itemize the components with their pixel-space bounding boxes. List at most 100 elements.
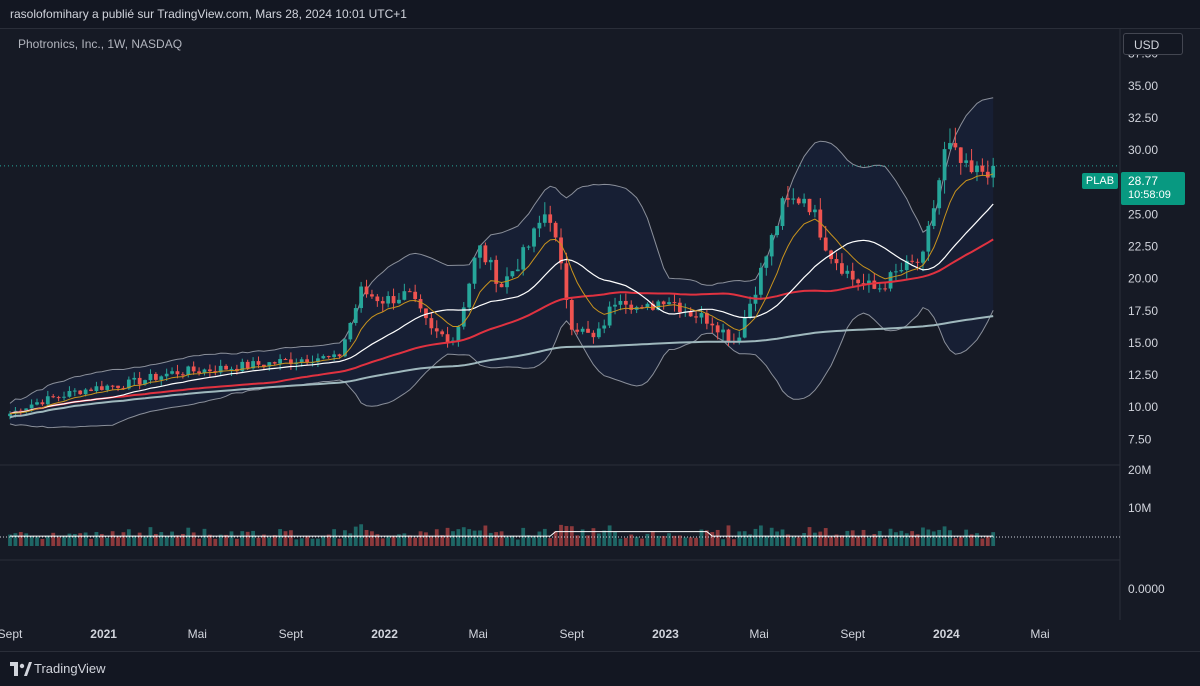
volume-bar bbox=[305, 535, 310, 546]
volume-bar bbox=[132, 535, 137, 546]
volume-bar bbox=[207, 534, 212, 546]
brand-name: TradingView bbox=[34, 661, 106, 676]
volume-bar bbox=[456, 529, 461, 546]
volume-bar bbox=[915, 534, 920, 546]
candle-body bbox=[942, 149, 947, 181]
volume-bar bbox=[677, 535, 682, 546]
sma50-line bbox=[9, 238, 994, 415]
candle-body bbox=[143, 380, 147, 385]
price-tick-label: 17.50 bbox=[1128, 304, 1158, 318]
volume-bar bbox=[418, 531, 423, 546]
candle-body bbox=[472, 257, 477, 284]
candle-body bbox=[283, 359, 288, 361]
chart-header: rasolofomihary a publié sur TradingView.… bbox=[0, 0, 1200, 29]
volume-bar bbox=[213, 538, 218, 546]
candle-body bbox=[418, 299, 423, 309]
candle-body bbox=[780, 198, 785, 227]
candle-body bbox=[272, 362, 277, 364]
candle-body bbox=[116, 385, 120, 388]
volume-bar bbox=[137, 532, 142, 546]
price-tick-label: 35.00 bbox=[1128, 79, 1158, 93]
candle-body bbox=[461, 307, 466, 327]
candle-body bbox=[721, 329, 725, 333]
volume-bar bbox=[559, 524, 563, 546]
volume-bar bbox=[153, 533, 158, 546]
candle-body bbox=[807, 198, 812, 213]
time-tick-label: 2021 bbox=[90, 627, 117, 641]
volume-bar bbox=[964, 529, 969, 546]
candle-body bbox=[499, 283, 504, 288]
candle-body bbox=[218, 365, 223, 373]
candle-body bbox=[737, 337, 742, 343]
time-tick-label: 2022 bbox=[371, 627, 398, 641]
candle-body bbox=[915, 261, 920, 263]
candle-body bbox=[207, 369, 212, 372]
candle-body bbox=[867, 280, 871, 284]
volume-bar bbox=[991, 532, 996, 546]
volume-bar bbox=[640, 538, 644, 546]
candle-body bbox=[105, 385, 110, 390]
volume-bar bbox=[424, 532, 428, 546]
candle-body bbox=[83, 389, 88, 395]
candle-body bbox=[56, 397, 61, 399]
volume-bar bbox=[904, 533, 909, 546]
candle-body bbox=[521, 247, 526, 270]
volume-bar bbox=[813, 532, 817, 546]
volume-bar bbox=[299, 538, 304, 546]
candle-body bbox=[391, 296, 396, 304]
volume-bar bbox=[688, 537, 693, 546]
candle-body bbox=[796, 198, 801, 204]
candle-body bbox=[958, 147, 963, 163]
candle-body bbox=[234, 368, 239, 372]
volume-bar bbox=[78, 533, 83, 546]
volume-bar bbox=[969, 534, 974, 546]
time-tick-label: Sept bbox=[840, 627, 865, 641]
volume-bar bbox=[537, 531, 542, 546]
candle-body bbox=[424, 308, 428, 319]
volume-bar bbox=[613, 531, 617, 546]
candle-body bbox=[715, 325, 720, 333]
bollinger-lower-line bbox=[9, 306, 994, 429]
price-chart[interactable]: 7.50 10.00 12.50 15.00 17.50 20.00 22.50 25.00 2… bbox=[0, 0, 1200, 651]
candle-body bbox=[380, 301, 385, 304]
candle-body bbox=[850, 270, 855, 280]
volume-bar bbox=[326, 534, 331, 546]
candle-body bbox=[229, 368, 234, 370]
volume-bar bbox=[186, 527, 191, 546]
candle-body bbox=[180, 374, 185, 376]
candle-body bbox=[370, 294, 374, 297]
volume-bar bbox=[564, 526, 569, 546]
time-tick-label: 2023 bbox=[652, 627, 679, 641]
volume-bar bbox=[126, 529, 131, 546]
candle-body bbox=[8, 413, 12, 417]
volume-bar bbox=[748, 534, 752, 546]
volume-bar bbox=[985, 536, 990, 546]
price-tick-label: 22.50 bbox=[1128, 240, 1158, 254]
candle-body bbox=[623, 300, 628, 305]
volume-bar bbox=[818, 531, 823, 546]
volume-bar bbox=[434, 529, 439, 546]
volume-bar bbox=[499, 531, 504, 546]
time-tick-label: Mai bbox=[469, 627, 488, 641]
last-price-tag: 28.77 10:58:09 bbox=[1121, 172, 1185, 205]
volume-bar bbox=[921, 527, 925, 546]
candle-body bbox=[872, 280, 877, 289]
volume-bar bbox=[802, 532, 806, 546]
candle-body bbox=[894, 271, 898, 273]
currency-button[interactable]: USD bbox=[1123, 33, 1183, 55]
candle-body bbox=[397, 299, 401, 304]
price-tick-label: 7.50 bbox=[1128, 432, 1152, 446]
candle-body bbox=[375, 296, 380, 302]
candle-body bbox=[861, 283, 866, 285]
candle-body bbox=[564, 263, 569, 301]
candle-body bbox=[191, 366, 196, 372]
candle-body bbox=[445, 334, 450, 343]
candle-body bbox=[667, 302, 671, 305]
candle-body bbox=[121, 387, 126, 389]
candle-body bbox=[29, 404, 34, 409]
candle-body bbox=[510, 271, 515, 277]
volume-bar bbox=[229, 531, 234, 546]
volume-bar bbox=[283, 531, 288, 546]
volume-bar bbox=[731, 539, 736, 546]
volume-bar bbox=[548, 538, 553, 546]
